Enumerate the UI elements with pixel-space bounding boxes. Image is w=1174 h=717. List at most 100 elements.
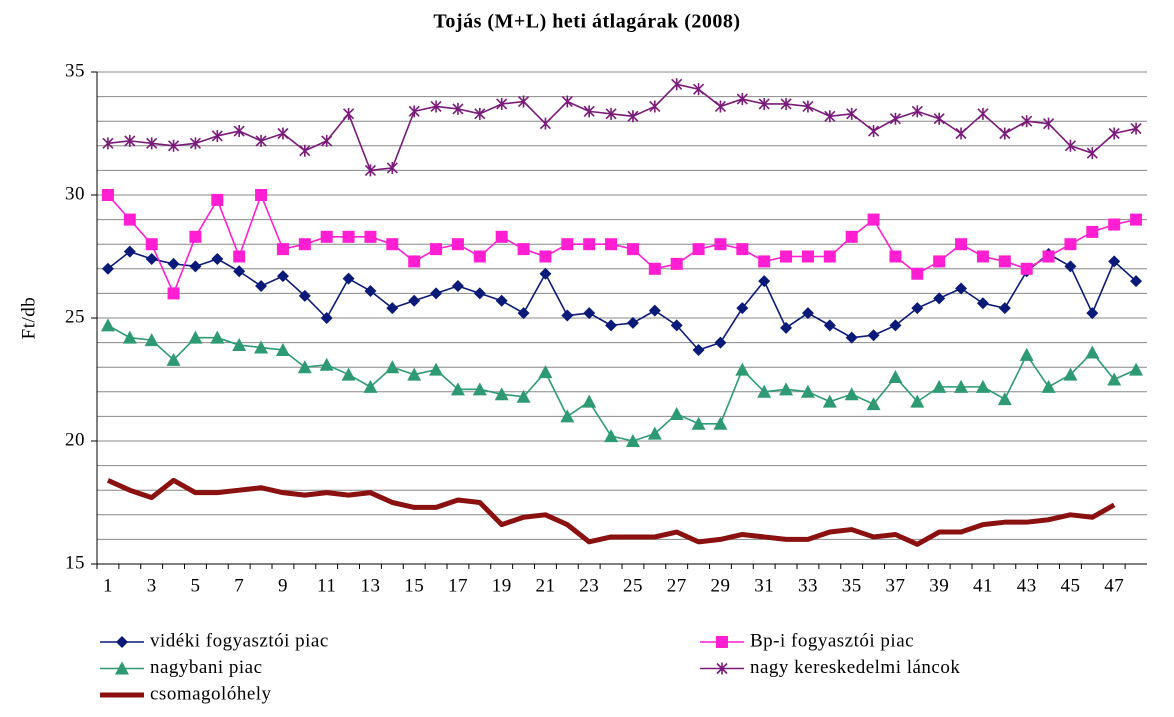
data-point: [1108, 255, 1121, 268]
data-point: [889, 112, 902, 125]
data-point: [1042, 250, 1055, 263]
data-point: [955, 127, 967, 140]
data-point: [583, 238, 596, 251]
data-point: [647, 426, 662, 440]
data-point: [321, 134, 333, 147]
data-point: [539, 117, 552, 130]
y-tick-label: 35: [65, 60, 85, 81]
data-point: [911, 267, 924, 280]
data-point: [255, 189, 268, 201]
data-point: [494, 387, 509, 401]
data-point: [998, 302, 1011, 315]
data-point: [101, 189, 114, 201]
x-tick-label: 19: [492, 575, 512, 596]
data-point: [627, 110, 639, 123]
data-point: [561, 309, 574, 322]
data-point: [233, 265, 246, 278]
data-point: [975, 379, 990, 393]
data-point: [758, 275, 771, 288]
data-point: [452, 102, 464, 115]
data-point: [451, 280, 464, 293]
data-point: [100, 318, 115, 332]
x-tick-label: 15: [404, 575, 424, 596]
data-point: [1064, 139, 1077, 152]
data-point: [714, 238, 727, 251]
x-tick-label: 27: [667, 575, 687, 596]
data-point: [933, 255, 946, 268]
data-point: [276, 243, 289, 256]
data-point: [297, 360, 312, 374]
data-point: [780, 97, 792, 110]
data-point: [495, 230, 508, 243]
legend-label: nagybani piac: [150, 657, 263, 678]
data-point: [298, 238, 311, 251]
x-tick-label: 1: [103, 575, 113, 596]
data-point: [320, 312, 333, 324]
data-point: [824, 110, 836, 123]
data-point: [736, 243, 749, 256]
data-point: [430, 287, 443, 300]
y-axis-label: Ft/db: [18, 297, 39, 340]
data-point: [474, 107, 486, 120]
data-point: [844, 387, 859, 401]
data-point: [846, 107, 858, 120]
data-point: [955, 238, 968, 251]
data-point: [166, 352, 181, 366]
data-point: [692, 343, 705, 356]
data-point: [802, 100, 814, 113]
data-point: [144, 333, 159, 347]
data-point: [713, 416, 728, 430]
data-point: [188, 330, 203, 344]
data-point: [342, 107, 355, 120]
data-point: [757, 384, 772, 398]
data-point: [167, 257, 180, 270]
data-point: [364, 284, 377, 297]
data-point: [1108, 218, 1121, 231]
data-point: [232, 338, 247, 352]
data-point: [539, 267, 552, 280]
x-tick-label: 35: [842, 575, 862, 596]
data-point: [692, 243, 705, 256]
data-point: [780, 250, 793, 263]
data-point: [385, 360, 400, 374]
data-point: [1086, 147, 1098, 160]
data-point: [625, 434, 640, 447]
data-point: [1130, 122, 1142, 135]
data-point: [341, 367, 356, 381]
data-point: [386, 302, 399, 315]
data-point: [1085, 345, 1100, 359]
data-point: [101, 262, 114, 275]
data-point: [473, 250, 486, 263]
data-point: [669, 406, 684, 420]
x-tick-label: 7: [234, 575, 244, 596]
data-point: [538, 365, 553, 379]
data-point: [146, 137, 158, 150]
data-point: [517, 243, 530, 256]
x-tick-label: 9: [278, 575, 288, 596]
data-point: [1020, 262, 1033, 275]
x-tick-label: 13: [360, 575, 380, 596]
data-point: [714, 336, 727, 349]
data-point: [167, 287, 180, 300]
x-tick-label: 3: [147, 575, 157, 596]
data-point: [605, 319, 618, 332]
data-point: [801, 250, 814, 263]
data-point: [561, 238, 574, 251]
x-tick-label: 45: [1060, 575, 1080, 596]
data-point: [363, 379, 378, 393]
data-point: [451, 238, 464, 251]
data-point: [320, 230, 333, 243]
data-point: [210, 330, 225, 344]
data-point: [124, 134, 136, 147]
data-point: [145, 238, 158, 251]
data-point: [430, 100, 442, 113]
data-point: [408, 255, 421, 268]
data-point: [319, 357, 334, 371]
data-point: [429, 362, 444, 376]
data-point: [648, 304, 661, 317]
data-point: [364, 230, 377, 243]
data-point: [822, 394, 837, 408]
data-point: [122, 330, 137, 344]
data-point: [780, 321, 793, 334]
legend-marker: [716, 662, 728, 675]
